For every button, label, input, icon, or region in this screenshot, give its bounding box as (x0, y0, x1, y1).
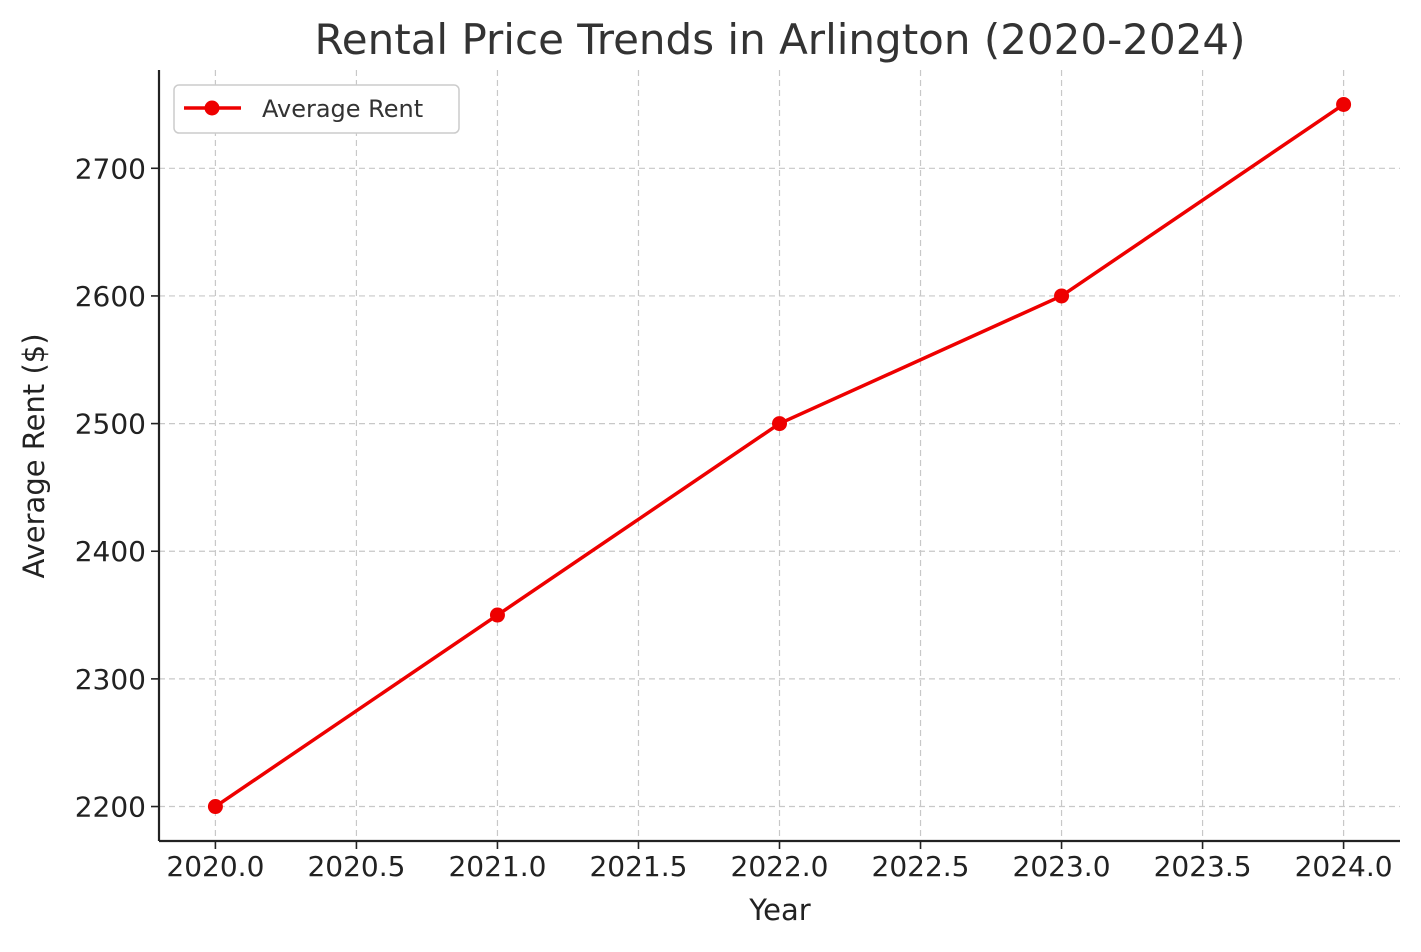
data-point (1336, 96, 1352, 112)
x-axis-label: Year (748, 893, 810, 927)
x-tick-label: 2023.5 (1154, 850, 1252, 883)
x-tick-label: 2021.0 (448, 850, 546, 883)
legend-label: Average Rent (262, 95, 423, 123)
data-point (207, 799, 223, 815)
y-axis-label: Average Rent ($) (17, 333, 51, 578)
x-tick-label: 2023.0 (1013, 850, 1111, 883)
x-tick-label: 2022.5 (872, 850, 970, 883)
x-tick-label: 2020.5 (307, 850, 405, 883)
data-point (489, 607, 505, 623)
chart-title: Rental Price Trends in Arlington (2020-2… (314, 15, 1245, 64)
data-point (772, 416, 787, 432)
y-tick-label: 2700 (75, 152, 146, 185)
y-tick-label: 2500 (75, 408, 146, 441)
x-tick-label: 2021.5 (589, 850, 687, 883)
y-tick-label: 2200 (75, 791, 146, 824)
legend: Average Rent (173, 84, 460, 134)
x-tick-label: 2022.0 (731, 850, 829, 883)
x-tick-label: 2020.0 (166, 850, 264, 883)
legend-marker-sample (204, 100, 220, 116)
y-tick-label: 2400 (75, 535, 146, 568)
y-tick-label: 2300 (75, 663, 146, 696)
grid (159, 70, 1400, 841)
y-tick-label: 2600 (75, 280, 146, 313)
data-point (1054, 288, 1070, 304)
x-tick-label: 2024.0 (1295, 850, 1393, 883)
legend-frame (173, 84, 460, 134)
series (207, 96, 1352, 815)
ticks: 2020.0 2020.5 2021.0 2021.5 2022.0 2022.5 2023… (75, 152, 1393, 883)
